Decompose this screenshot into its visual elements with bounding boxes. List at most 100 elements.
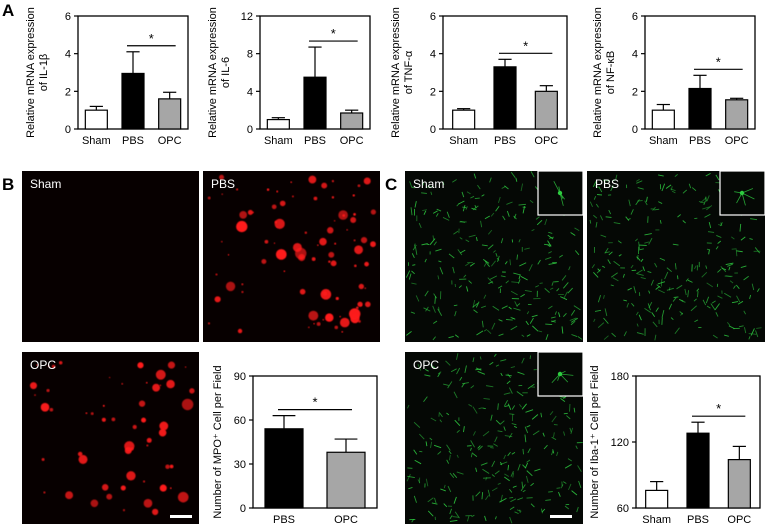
microglia-cell (687, 279, 693, 283)
chart-tnfa: 0 2 4 6 Relative mRNA expressionof TNF-α Sham… (390, 7, 568, 147)
bar (84, 109, 108, 130)
microglia-cell (559, 396, 566, 399)
microglia-cell (450, 368, 457, 373)
plot-frame (252, 375, 378, 509)
mpo-positive-cell (219, 174, 225, 180)
microglia-cell (739, 325, 744, 328)
microglia-cell (593, 214, 598, 219)
microglia-cell (740, 265, 747, 269)
microglia-cell (510, 290, 518, 296)
microglia-cell (521, 357, 525, 364)
mpo-positive-cell (146, 444, 149, 447)
microglia-cell (497, 482, 501, 485)
microglia-cell (505, 319, 513, 321)
microglia-cell (472, 431, 476, 436)
microglia-cell (705, 172, 711, 177)
microglia-cell (723, 334, 729, 337)
microglia-cell (598, 186, 603, 193)
y-axis-label-line: Relative mRNA expression (390, 7, 402, 138)
significance-marker: * (149, 31, 154, 46)
mpo-positive-cell (307, 326, 310, 329)
microglia-cell (458, 285, 462, 289)
microglia-cell (443, 484, 446, 489)
microglia-cell (704, 213, 711, 218)
mpo-positive-cell (46, 388, 50, 393)
microglia-cell (452, 472, 458, 479)
microglia-cell (442, 181, 445, 185)
mpo-positive-cell (29, 382, 37, 390)
microglia-cell (652, 321, 658, 328)
microglia-cell (430, 417, 437, 422)
microglia-cell (457, 249, 463, 256)
microglia-cell (469, 262, 475, 267)
mpo-positive-cell (143, 498, 153, 508)
microglia-cell (545, 334, 549, 341)
mpo-positive-cell (166, 379, 175, 389)
microglia-cell (636, 332, 644, 335)
mpo-positive-cell (43, 491, 46, 494)
microglia-cell (714, 303, 720, 310)
mpo-positive-cell (322, 318, 325, 321)
mpo-positive-cell (274, 220, 278, 224)
microglia-cell (433, 241, 437, 246)
chart-il6: 0 4 8 12 Relative mRNA expressionof IL-6 Sham… (207, 7, 371, 147)
microglia-cell (570, 232, 576, 236)
microglia-cell (510, 471, 514, 477)
microglia-cell (511, 451, 516, 455)
microglia-cell (518, 274, 521, 280)
microglia-cell (495, 205, 500, 212)
y-axis-label-line: Relative mRNA expression (207, 7, 219, 138)
mpo-positive-cell (339, 315, 341, 318)
microglia-cell (520, 484, 526, 492)
mpo-positive-cell (353, 213, 356, 216)
microglia-cell (510, 366, 516, 369)
microglia-cell (674, 174, 678, 177)
microglia-cell (468, 404, 473, 407)
chart-iba1-count: 60 120 180 Number of Iba-1⁺ Cell per Field S… (589, 365, 761, 526)
microglia-cell (636, 256, 641, 261)
y-tick-label: 0 (65, 124, 71, 136)
microglia-cell (424, 258, 427, 263)
microglia-cell (408, 273, 412, 280)
microglia-cell (578, 480, 582, 489)
microglia-cell (472, 302, 479, 308)
microglia-cell (608, 251, 613, 256)
micrograph-label: Sham (413, 177, 444, 191)
microglia-cell (505, 374, 512, 377)
microglia-cell (422, 209, 428, 211)
microglia-cell (468, 234, 476, 238)
microglia-cell (544, 288, 550, 293)
microglia-cell (654, 262, 658, 268)
microglia-cell (408, 487, 413, 490)
microglia-cell (472, 406, 478, 414)
y-axis-label: Relative mRNA expressionof IL-6 (207, 7, 232, 138)
microglia-cell (511, 317, 515, 320)
microglia-cell (684, 288, 687, 296)
microglia-cell (437, 275, 440, 280)
microglia-cell (550, 287, 554, 290)
microglia-cell (561, 275, 567, 281)
microglia-cell (657, 289, 665, 294)
microglia-cell (705, 296, 710, 304)
microglia-cell (664, 271, 669, 280)
microglia-cell (437, 371, 442, 375)
microglia-cell (644, 200, 648, 206)
microglia-cell (475, 467, 478, 472)
microglia-cell (487, 489, 491, 497)
inset-process (736, 192, 743, 204)
microglia-cell (548, 251, 552, 254)
mpo-positive-cell (299, 288, 306, 295)
microglia-cell (636, 180, 643, 184)
microglia-cell (494, 436, 498, 443)
y-tick-label: 2 (632, 86, 638, 98)
microglia-cell (406, 331, 412, 336)
x-tick-label: OPC (727, 514, 751, 526)
microglia-cell (674, 263, 677, 270)
microglia-cell (429, 238, 436, 245)
mpo-positive-cell (214, 296, 221, 303)
mpo-positive-cell (225, 281, 236, 292)
inset-process (741, 192, 755, 200)
microglia-cell (480, 462, 488, 466)
microglia-cell (613, 260, 621, 267)
microglia-cell (623, 331, 627, 337)
